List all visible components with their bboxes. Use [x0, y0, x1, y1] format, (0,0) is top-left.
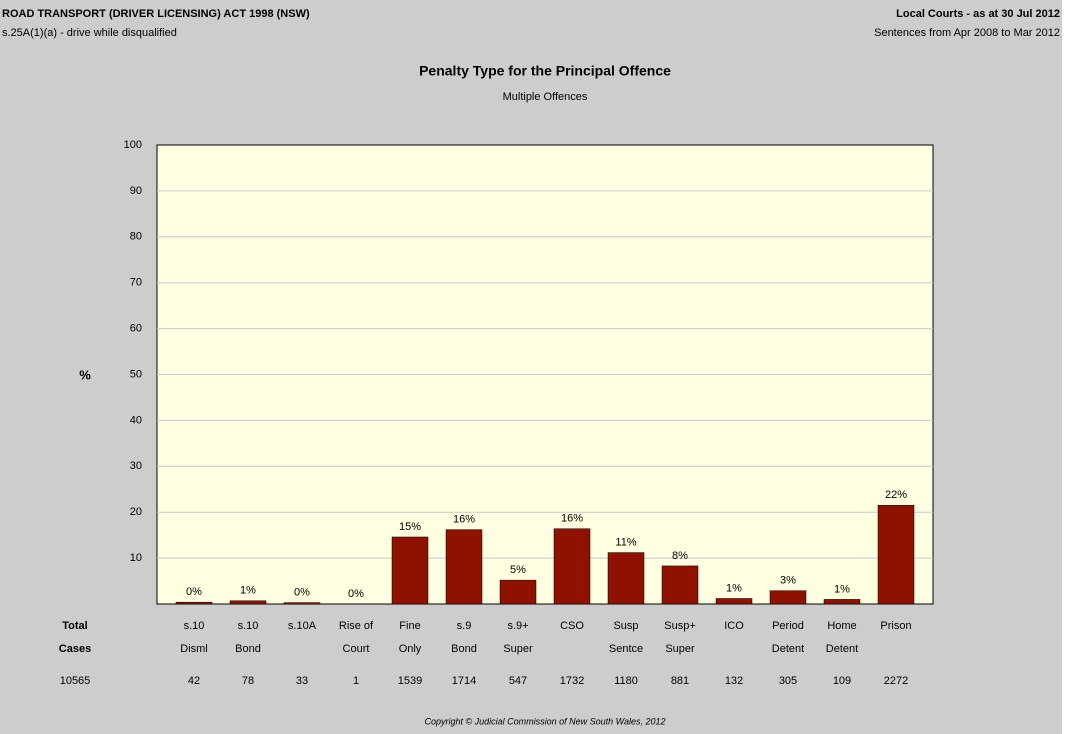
value-label: 1%	[240, 585, 256, 597]
bar	[715, 598, 753, 605]
x-tick-label: Super	[503, 643, 533, 655]
case-count: 132	[725, 675, 743, 687]
value-label: 16%	[561, 513, 583, 525]
x-tick-label: Sentce	[609, 643, 643, 655]
total-label: Total	[62, 620, 87, 632]
y-tick-label: 90	[130, 185, 142, 197]
value-label: 22%	[885, 489, 907, 501]
value-label: 0%	[294, 587, 310, 599]
x-tick-label: Home	[827, 620, 856, 632]
x-tick-label: CSO	[560, 620, 584, 632]
x-tick-label: Rise of	[339, 620, 374, 632]
case-count: 1	[353, 675, 359, 687]
header-right-subtitle: Sentences from Apr 2008 to Mar 2012	[874, 27, 1060, 39]
total-cases: 10565	[60, 675, 91, 687]
x-tick-label: s.10	[184, 620, 205, 632]
bar	[661, 565, 699, 605]
value-label: 15%	[399, 521, 421, 533]
chart-title: Penalty Type for the Principal Offence	[419, 63, 671, 79]
x-tick-label: Fine	[399, 620, 420, 632]
x-tick-label: Prison	[880, 620, 911, 632]
header-title: ROAD TRANSPORT (DRIVER LICENSING) ACT 19…	[2, 8, 310, 20]
y-tick-label: 30	[130, 460, 142, 472]
value-label: 5%	[510, 564, 526, 576]
value-label: 0%	[348, 588, 364, 600]
case-count: 2272	[884, 675, 908, 687]
y-tick-label: 100	[124, 139, 142, 151]
bar	[769, 590, 807, 605]
case-count: 881	[671, 675, 689, 687]
bar	[445, 529, 483, 605]
y-tick-label: 50	[130, 368, 142, 380]
case-count: 42	[188, 675, 200, 687]
chart-subtitle: Multiple Offences	[503, 91, 588, 103]
value-label: 16%	[453, 514, 475, 526]
header-right-title: Local Courts - as at 30 Jul 2012	[896, 8, 1060, 20]
x-tick-label: Bond	[451, 643, 477, 655]
case-count: 78	[242, 675, 254, 687]
y-tick-label: 40	[130, 414, 142, 426]
x-tick-label: Court	[343, 643, 370, 655]
value-label: 11%	[615, 536, 636, 548]
cases-label: Cases	[59, 643, 91, 655]
x-tick-label: s.10A	[288, 620, 317, 632]
header-subtitle: s.25A(1)(a) - drive while disqualified	[2, 27, 177, 39]
bar	[391, 536, 429, 605]
x-tick-label: Disml	[180, 643, 208, 655]
x-tick-label: Bond	[235, 643, 261, 655]
x-tick-label: s.9+	[507, 620, 528, 632]
value-label: 0%	[186, 586, 202, 598]
x-tick-label: Period	[772, 620, 804, 632]
y-tick-label: 70	[130, 277, 142, 289]
y-tick-label: 10	[130, 552, 142, 564]
x-tick-label: s.10	[238, 620, 259, 632]
y-tick-label: 80	[130, 231, 142, 243]
x-tick-label: Only	[399, 643, 422, 655]
bar	[877, 505, 915, 605]
bar	[553, 528, 591, 605]
x-tick-label: s.9	[457, 620, 472, 632]
bar	[175, 601, 213, 605]
x-tick-label: Susp	[613, 620, 638, 632]
x-tick-label: Detent	[826, 643, 858, 655]
bar	[499, 579, 537, 605]
bar	[229, 600, 267, 605]
value-label: 1%	[726, 582, 742, 594]
x-tick-label: Super	[665, 643, 695, 655]
x-tick-label: ICO	[724, 620, 744, 632]
bar	[283, 602, 321, 605]
value-label: 1%	[834, 583, 850, 595]
y-tick-label: 20	[130, 506, 142, 518]
y-tick-label: 60	[130, 323, 142, 335]
value-label: 8%	[672, 550, 688, 562]
case-count: 1180	[614, 675, 638, 687]
x-tick-label: Susp+	[664, 620, 696, 632]
bar	[607, 552, 645, 605]
case-count: 1714	[452, 675, 476, 687]
case-count: 1732	[560, 675, 584, 687]
value-label: 3%	[780, 575, 796, 587]
bar	[823, 599, 861, 605]
copyright: Copyright © Judicial Commission of New S…	[424, 716, 665, 726]
case-count: 1539	[398, 675, 422, 687]
x-tick-label: Detent	[772, 643, 804, 655]
y-axis-label: %	[79, 367, 91, 382]
case-count: 33	[296, 675, 308, 687]
case-count: 305	[779, 675, 797, 687]
case-count: 547	[509, 675, 527, 687]
case-count: 109	[833, 675, 851, 687]
